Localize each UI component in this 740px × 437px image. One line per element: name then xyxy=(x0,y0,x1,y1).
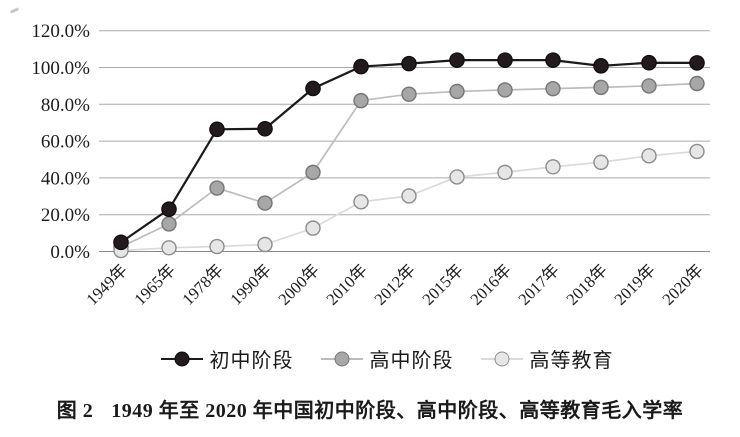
data-point-series-1 xyxy=(257,195,273,211)
x-tick-label: 2000年 xyxy=(274,260,322,308)
data-point-series-1 xyxy=(449,83,465,100)
data-point-series-1 xyxy=(545,80,561,97)
chart-legend: 初中阶段 高中阶段 高等教育 xyxy=(0,344,740,373)
filled-circle-marker-icon xyxy=(174,351,189,366)
data-point-series-2 xyxy=(209,238,225,255)
data-point-series-2 xyxy=(593,154,609,170)
x-tick-label: 2016年 xyxy=(466,260,514,308)
data-point-series-1 xyxy=(305,164,321,181)
data-point-series-2 xyxy=(449,169,465,185)
open-circle-marker-icon xyxy=(494,351,509,366)
data-point-series-0 xyxy=(497,52,513,68)
legend-item-higher-education: 高等教育 xyxy=(480,344,614,373)
y-tick-label: 20.0% xyxy=(41,205,90,226)
data-point-series-1 xyxy=(689,75,705,92)
legend-label: 初中阶段 xyxy=(209,350,294,372)
data-point-series-0 xyxy=(449,52,465,68)
data-point-series-2 xyxy=(353,194,369,210)
series-line-1 xyxy=(120,82,698,248)
figure-title: 1949 年至 2020 年中国初中阶段、高中阶段、高等教育毛入学率 xyxy=(111,400,684,422)
x-tick-label: 2010年 xyxy=(322,260,370,308)
x-tick-label: 2020年 xyxy=(658,260,706,308)
x-tick-label: 1978年 xyxy=(178,260,226,308)
y-tick-label: 40.0% xyxy=(41,168,90,189)
legend-label: 高中阶段 xyxy=(369,350,454,372)
data-point-series-2 xyxy=(401,188,417,204)
data-point-series-0 xyxy=(209,121,225,138)
data-point-series-1 xyxy=(161,216,177,232)
data-point-series-2 xyxy=(497,164,513,181)
x-tick-label: 2018年 xyxy=(562,260,610,308)
enrollment-line-chart: 0.0% 20.0% 40.0% 60.0% 80.0% 100.0% 120.0% 1949… xyxy=(31,21,710,309)
figure-number: 图 2 xyxy=(56,400,94,422)
legend-item-junior-secondary: 初中阶段 xyxy=(160,344,294,373)
x-tick-label: 1965年 xyxy=(130,260,178,308)
y-tick-label: 60.0% xyxy=(41,132,90,153)
data-point-series-0 xyxy=(593,58,609,74)
figure-caption: 图 2 1949 年至 2020 年中国初中阶段、高中阶段、高等教育毛入学率 xyxy=(0,394,740,423)
data-point-series-2 xyxy=(641,148,657,164)
data-point-series-0 xyxy=(401,55,417,72)
data-point-series-2 xyxy=(689,143,705,160)
legend-swatch-higher xyxy=(480,351,523,366)
data-point-series-0 xyxy=(161,201,177,217)
data-point-series-1 xyxy=(593,79,609,96)
data-point-series-1 xyxy=(641,78,657,94)
data-point-series-1 xyxy=(497,82,513,98)
legend-item-senior-secondary: 高中阶段 xyxy=(320,344,454,373)
y-tick-label: 80.0% xyxy=(41,95,90,116)
data-point-series-0 xyxy=(113,234,129,251)
data-point-series-2 xyxy=(161,240,177,256)
data-point-series-2 xyxy=(257,236,273,253)
data-point-series-2 xyxy=(545,159,561,175)
legend-label: 高等教育 xyxy=(529,350,614,372)
y-tick-label: 100.0% xyxy=(31,58,90,79)
x-tick-label: 2012年 xyxy=(370,260,418,308)
x-tick-label: 2015年 xyxy=(418,260,466,308)
x-tick-label: 2017年 xyxy=(514,260,562,308)
data-point-series-0 xyxy=(257,120,273,137)
filled-circle-marker-icon xyxy=(334,351,349,366)
data-point-series-0 xyxy=(305,80,321,97)
data-point-series-1 xyxy=(401,86,417,102)
x-tick-label: 2019年 xyxy=(610,260,658,308)
legend-swatch-senior xyxy=(320,351,363,366)
data-point-series-0 xyxy=(545,52,561,68)
y-tick-label: 0.0% xyxy=(50,242,90,263)
data-point-series-1 xyxy=(209,180,225,196)
data-point-series-2 xyxy=(305,220,321,236)
x-tick-label: 1949年 xyxy=(82,260,130,308)
data-point-series-1 xyxy=(353,92,369,109)
x-tick-label: 1990年 xyxy=(226,260,274,308)
data-point-series-0 xyxy=(353,58,369,75)
data-point-series-0 xyxy=(641,54,657,71)
data-point-series-0 xyxy=(689,55,705,71)
y-tick-label: 120.0% xyxy=(31,21,90,42)
legend-swatch-junior xyxy=(160,351,203,366)
